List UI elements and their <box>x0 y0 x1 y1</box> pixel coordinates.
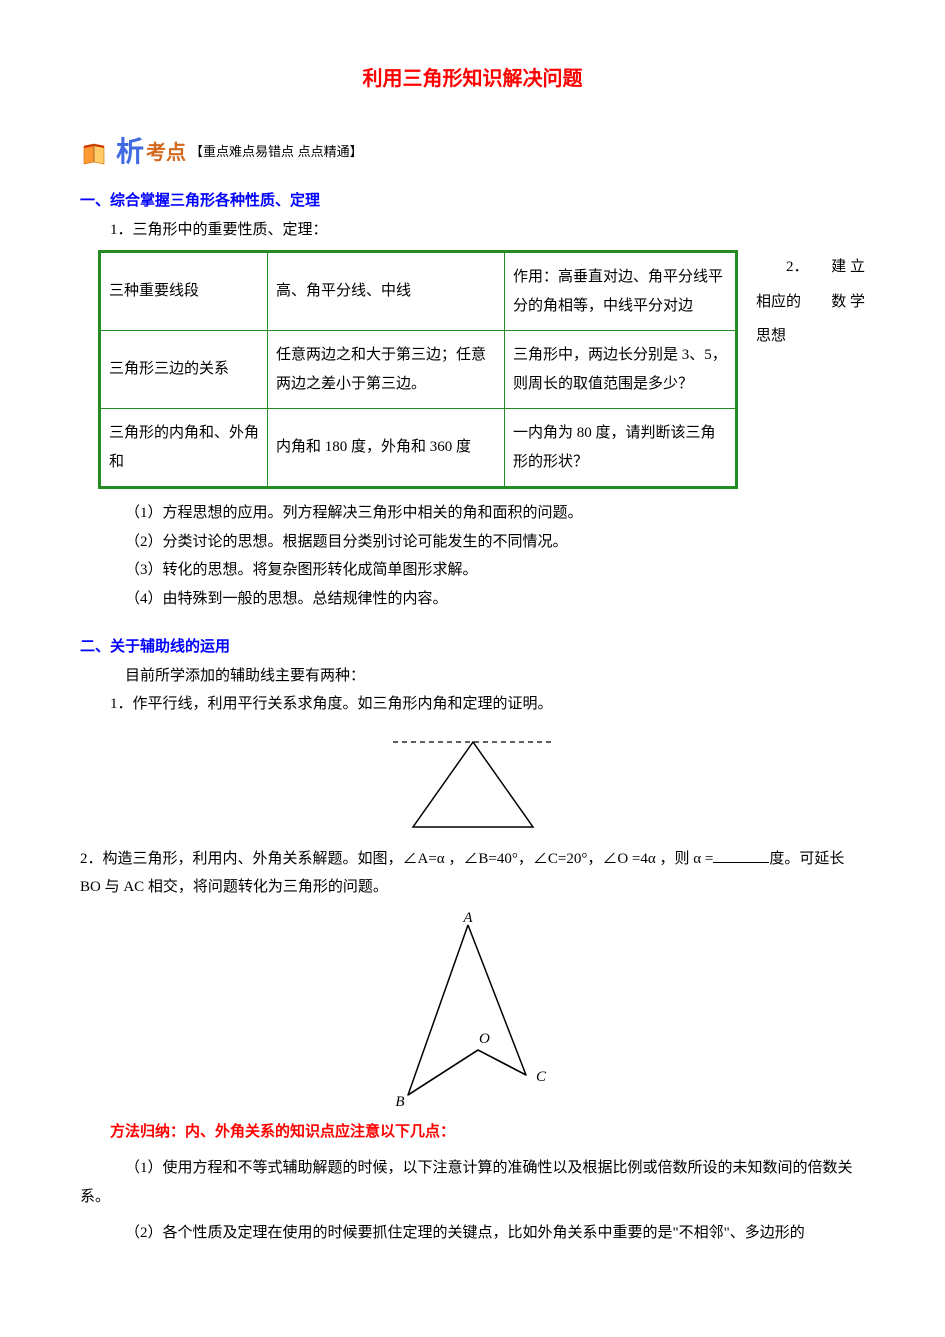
side-lead: 2． <box>786 259 809 275</box>
table-cell: 高、角平分线、中线 <box>268 252 505 331</box>
side-word: 数 学 <box>831 285 865 320</box>
table-cell: 一内角为 80 度，请判断该三角形的形状？ <box>505 409 737 488</box>
figure-triangle-dashed <box>373 727 573 837</box>
table-cell: 任意两边之和大于第三边；任意两边之差小于第三边。 <box>268 331 505 409</box>
banner-xi: 析 <box>116 126 144 179</box>
vertex-label-A: A <box>462 910 473 926</box>
table-cell: 三角形的内角和、外角和 <box>100 409 268 488</box>
table-cell: 作用：高垂直对边、角平分线平分的角相等，中线平分对边 <box>505 252 737 331</box>
fill-blank <box>713 847 769 863</box>
book-icon <box>80 138 110 168</box>
page-title: 利用三角形知识解决问题 <box>80 60 865 98</box>
banner-subtitle: 【重点难点易错点 点点精通】 <box>190 140 363 165</box>
table-cell: 三角形中，两边长分别是 3、5，则周长的取值范围是多少？ <box>505 331 737 409</box>
section2-p1: 1．作平行线，利用平行关系求角度。如三角形内角和定理的证明。 <box>80 690 865 719</box>
p2-text-a: 2．构造三角形，利用内、外角关系解题。如图，∠A=α ，∠B=40°，∠C=20… <box>80 851 713 867</box>
properties-table: 三种重要线段 高、角平分线、中线 作用：高垂直对边、角平分线平分的角相等，中线平… <box>98 250 738 489</box>
section1-heading: 一、综合掌握三角形各种性质、定理 <box>80 187 865 216</box>
section2-heading: 二、关于辅助线的运用 <box>80 633 865 662</box>
table-row: 三种重要线段 高、角平分线、中线 作用：高垂直对边、角平分线平分的角相等，中线平… <box>100 252 737 331</box>
vertex-label-O: O <box>479 1031 490 1047</box>
side-word: 相应的 <box>756 294 801 310</box>
method-item: （2）各个性质及定理在使用的时候要抓住定理的关键点，比如外角关系中重要的是"不相… <box>80 1219 865 1248</box>
list-item: （4）由特殊到一般的思想。总结规律性的内容。 <box>80 585 865 614</box>
figure-concave-quad: A B C O <box>378 910 568 1110</box>
vertex-label-C: C <box>536 1069 547 1085</box>
method-item: （1）使用方程和不等式辅助解题的时候，以下注意计算的准确性以及根据比例或倍数所设… <box>80 1154 865 1211</box>
section-banner: 析 考点 【重点难点易错点 点点精通】 <box>80 126 865 179</box>
method-label: 方法归纳： <box>110 1123 185 1140</box>
side-word: 建 立 <box>831 250 865 285</box>
section2-p2: 2．构造三角形，利用内、外角关系解题。如图，∠A=α ，∠B=40°，∠C=20… <box>80 845 865 902</box>
method-line: 方法归纳：内、外角关系的知识点应注意以下几点： <box>80 1118 865 1147</box>
table-row: 三角形的内角和、外角和 内角和 180 度，外角和 360 度 一内角为 80 … <box>100 409 737 488</box>
side-word: 思想 <box>756 328 786 344</box>
table-cell: 三角形三边的关系 <box>100 331 268 409</box>
list-item: （3）转化的思想。将复杂图形转化成简单图形求解。 <box>80 556 865 585</box>
list-item: （2）分类讨论的思想。根据题目分类别讨论可能发生的不同情况。 <box>80 528 865 557</box>
list-item: （1）方程思想的应用。列方程解决三角形中相关的角和面积的问题。 <box>80 499 865 528</box>
method-rest: 内、外角关系的知识点应注意以下几点： <box>185 1123 455 1140</box>
vertex-label-B: B <box>395 1094 404 1110</box>
section2-intro: 目前所学添加的辅助线主要有两种： <box>80 662 865 691</box>
table-cell: 三种重要线段 <box>100 252 268 331</box>
table-row: 三角形三边的关系 任意两边之和大于第三边；任意两边之差小于第三边。 三角形中，两… <box>100 331 737 409</box>
section1-p1: 1．三角形中的重要性质、定理： <box>80 216 865 245</box>
table-cell: 内角和 180 度，外角和 360 度 <box>268 409 505 488</box>
banner-kaodian: 考点 <box>146 134 186 172</box>
section1-table-wrap: 三种重要线段 高、角平分线、中线 作用：高垂直对边、角平分线平分的角相等，中线平… <box>80 244 865 499</box>
